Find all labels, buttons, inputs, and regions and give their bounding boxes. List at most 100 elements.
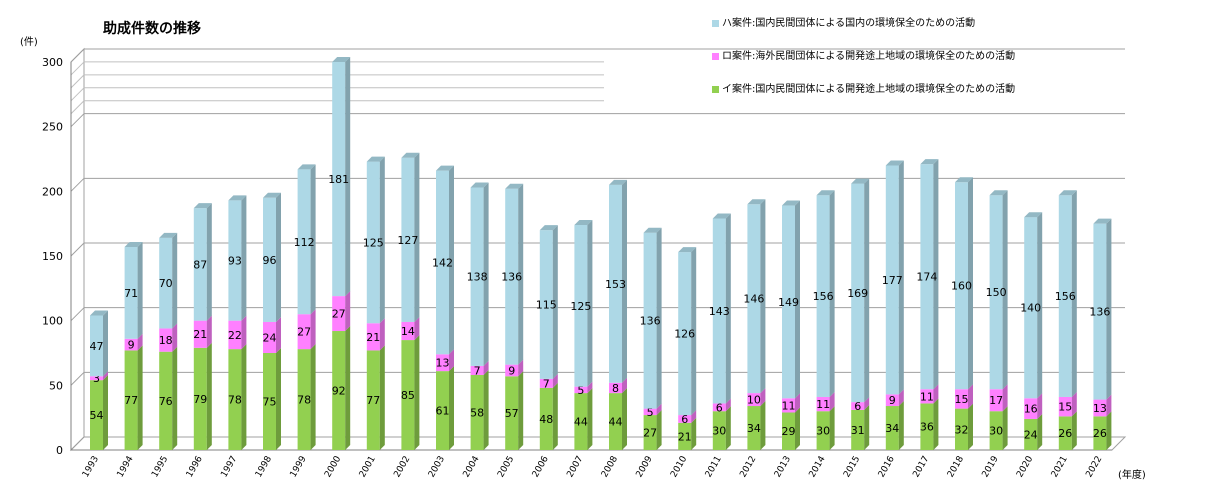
data-label: 58 bbox=[470, 406, 484, 419]
data-label: 30 bbox=[989, 425, 1003, 438]
bar-segment bbox=[643, 232, 657, 409]
data-label: 9 bbox=[128, 339, 135, 352]
bar-segment bbox=[816, 396, 830, 412]
data-label: 44 bbox=[609, 416, 623, 429]
data-label: 153 bbox=[605, 278, 626, 291]
legend-item-i: イ案件:国内民間団体による開発途上地域の環境保全のための活動 bbox=[712, 84, 1015, 95]
data-label: 6 bbox=[854, 400, 861, 413]
x-tick-label: 2003 bbox=[427, 455, 447, 480]
bar-segment bbox=[782, 398, 795, 413]
data-label: 125 bbox=[570, 300, 591, 313]
data-label: 9 bbox=[889, 394, 896, 407]
bar-side bbox=[310, 164, 316, 315]
y-tick-label: 50 bbox=[49, 379, 63, 392]
bar-side bbox=[795, 393, 800, 413]
data-label: 5 bbox=[577, 384, 584, 397]
bar-side bbox=[379, 318, 385, 351]
x-tick-label: 2018 bbox=[946, 454, 966, 479]
bar-side bbox=[656, 410, 662, 450]
data-label: 34 bbox=[885, 422, 899, 435]
x-tick-label: 1997 bbox=[219, 455, 239, 480]
bar-side bbox=[518, 183, 524, 365]
bar-top bbox=[1058, 190, 1077, 196]
bar-segment bbox=[539, 230, 553, 379]
bar-side bbox=[1071, 391, 1077, 417]
bar-side bbox=[968, 403, 973, 450]
gridline-diag bbox=[70, 177, 85, 192]
bar-side bbox=[1071, 190, 1077, 397]
x-tick-label: 1993 bbox=[81, 455, 101, 480]
data-label: 29 bbox=[782, 425, 796, 438]
data-label: 10 bbox=[747, 394, 761, 407]
data-label: 3 bbox=[93, 372, 100, 385]
bar-segment bbox=[297, 169, 311, 315]
bar-top bbox=[366, 156, 385, 162]
data-label: 77 bbox=[366, 394, 380, 407]
bar-side bbox=[968, 177, 973, 390]
bar-side bbox=[518, 371, 524, 450]
data-label: 32 bbox=[955, 423, 969, 436]
data-label: 36 bbox=[920, 421, 934, 434]
x-tick-label: 2000 bbox=[323, 454, 343, 479]
data-label: 22 bbox=[228, 329, 242, 342]
data-label: 30 bbox=[712, 425, 726, 438]
bar-side bbox=[552, 225, 558, 379]
bar-segment bbox=[885, 394, 899, 407]
bar-segment bbox=[643, 408, 657, 416]
bar-side bbox=[864, 397, 870, 410]
bar-segment bbox=[678, 422, 692, 450]
data-label: 138 bbox=[467, 271, 488, 284]
bar-top bbox=[920, 159, 939, 165]
bar-side bbox=[1037, 413, 1043, 450]
bar-segment bbox=[712, 403, 726, 412]
bar-segment bbox=[955, 182, 968, 390]
data-label: 27 bbox=[332, 308, 346, 321]
bar-segment bbox=[90, 380, 103, 450]
bar-top bbox=[297, 164, 316, 170]
bar-side bbox=[310, 344, 316, 450]
bar-side bbox=[172, 232, 178, 329]
bar-segment bbox=[885, 165, 899, 395]
bar-segment bbox=[747, 204, 761, 394]
bar-segment bbox=[1024, 418, 1038, 450]
bar-top bbox=[989, 190, 1008, 196]
data-label: 92 bbox=[332, 385, 346, 398]
x-tick-label: 1995 bbox=[150, 455, 170, 480]
bar-side bbox=[1106, 394, 1112, 417]
gridline-diag bbox=[70, 436, 85, 451]
data-label: 27 bbox=[297, 326, 311, 339]
bar-side bbox=[449, 165, 454, 355]
bar-side bbox=[933, 398, 939, 450]
bar-side bbox=[276, 192, 281, 322]
data-label: 136 bbox=[501, 271, 522, 284]
bar-top bbox=[885, 160, 904, 166]
bar-side bbox=[310, 309, 316, 350]
minor-gridline-diag bbox=[70, 74, 85, 89]
legend-label-ha: ハ案件:国内民間団体による国内の環境保全のための活動 bbox=[722, 18, 976, 29]
bar-segment bbox=[782, 412, 795, 450]
bar-segment bbox=[124, 246, 138, 339]
gridline-diag bbox=[70, 48, 85, 63]
bar-top bbox=[159, 232, 178, 238]
bar-segment bbox=[366, 323, 380, 351]
bar-side bbox=[552, 373, 558, 388]
data-label: 26 bbox=[1093, 427, 1107, 440]
x-tick-label: 2021 bbox=[1050, 455, 1070, 480]
data-label: 125 bbox=[363, 236, 384, 249]
bar-segment bbox=[920, 389, 934, 404]
gridline-diag bbox=[70, 307, 85, 322]
bar-side bbox=[379, 345, 385, 450]
data-label: 70 bbox=[159, 277, 173, 290]
bar-side bbox=[414, 152, 420, 322]
bar-segment bbox=[816, 411, 830, 450]
bar-side bbox=[1037, 212, 1043, 399]
bar-segment bbox=[539, 378, 553, 388]
bar-segment bbox=[782, 205, 795, 399]
bar-side bbox=[587, 381, 593, 394]
data-label: 13 bbox=[1093, 402, 1107, 415]
data-label: 44 bbox=[574, 416, 588, 429]
bar-side bbox=[691, 410, 697, 423]
bar-side bbox=[760, 401, 766, 450]
bar-top bbox=[782, 200, 800, 206]
bar-side bbox=[898, 160, 904, 395]
